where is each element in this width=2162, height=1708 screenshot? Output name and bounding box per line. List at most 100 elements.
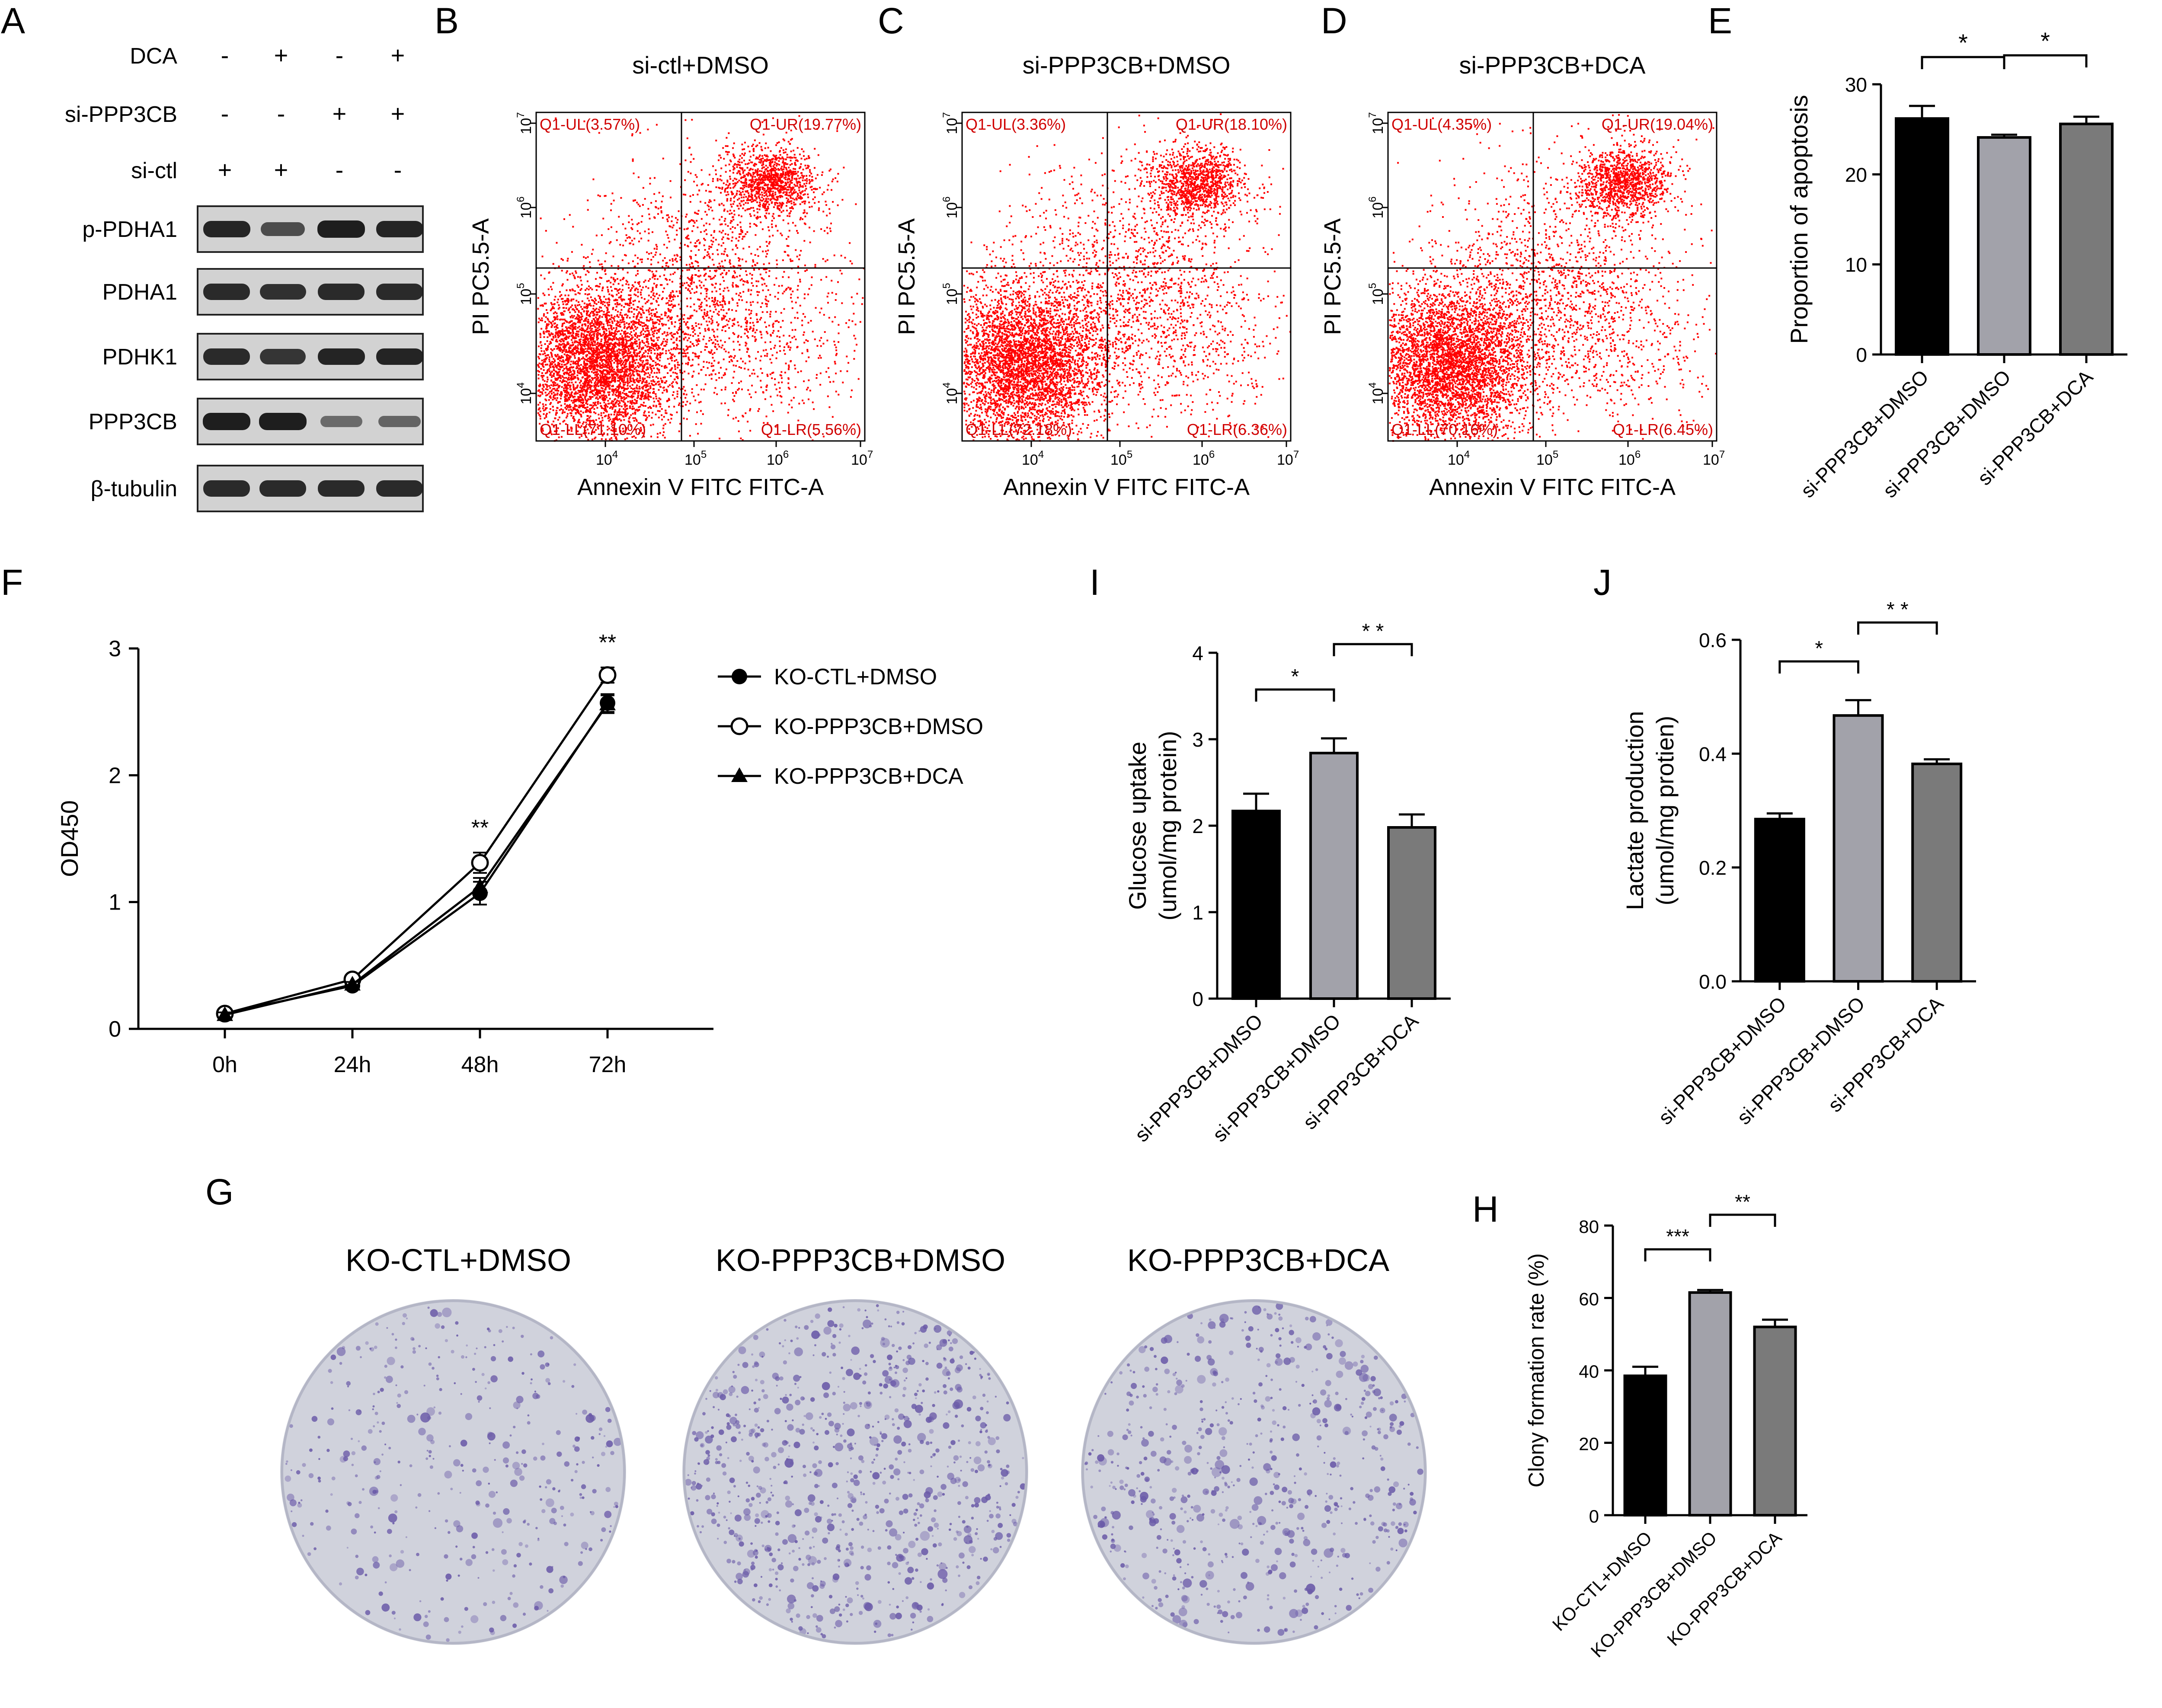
colony	[816, 1625, 818, 1628]
colony	[605, 1446, 608, 1448]
colony	[1163, 1408, 1167, 1411]
colony	[1326, 1353, 1333, 1360]
colony	[889, 1492, 891, 1495]
colony	[893, 1468, 901, 1476]
colony	[1175, 1371, 1177, 1374]
colony	[397, 1460, 400, 1464]
colony	[893, 1366, 896, 1369]
colony	[1122, 1434, 1128, 1440]
colony	[1380, 1466, 1385, 1471]
colony	[1389, 1414, 1397, 1422]
colony	[811, 1330, 820, 1339]
colony	[1006, 1401, 1009, 1405]
colony	[816, 1615, 823, 1622]
colony	[502, 1531, 504, 1533]
colony	[487, 1381, 490, 1384]
colony	[777, 1463, 780, 1465]
condition-sign: -	[326, 43, 352, 67]
colony	[974, 1357, 976, 1360]
bar-3	[1753, 1325, 1797, 1516]
colony	[1219, 1427, 1227, 1436]
colony	[1282, 1406, 1287, 1411]
colony	[697, 1462, 700, 1465]
colony	[351, 1528, 357, 1535]
colony	[1277, 1424, 1279, 1427]
colony	[765, 1515, 768, 1518]
colony	[1327, 1333, 1330, 1336]
colony	[837, 1386, 840, 1388]
colony	[1397, 1528, 1404, 1534]
colony	[988, 1377, 991, 1380]
colony	[1146, 1510, 1155, 1519]
colony	[687, 1474, 689, 1476]
quadrant-ll-label: Q1-LL(71.10%)	[540, 421, 646, 438]
colony	[521, 1463, 523, 1465]
colony	[1344, 1361, 1353, 1370]
x-tick-label: 72h	[589, 1052, 627, 1077]
colony	[818, 1460, 822, 1464]
colony	[736, 1573, 743, 1580]
colony	[901, 1441, 906, 1446]
colony	[1203, 1418, 1206, 1421]
colony	[496, 1491, 498, 1494]
flow-dots	[537, 115, 865, 442]
colony	[1006, 1533, 1011, 1538]
colony	[995, 1532, 1003, 1540]
colony	[1011, 1519, 1017, 1524]
colony	[1172, 1488, 1177, 1493]
colony	[1126, 1408, 1129, 1412]
colony	[1274, 1360, 1278, 1364]
colony	[942, 1339, 947, 1344]
colony	[971, 1504, 975, 1507]
colony	[795, 1325, 798, 1328]
colony	[920, 1531, 930, 1541]
quadrant-ur-label: Q1-UR(19.77%)	[750, 115, 861, 133]
colony	[1185, 1379, 1187, 1382]
colony	[854, 1443, 856, 1445]
colony	[1350, 1487, 1353, 1491]
colony	[968, 1585, 973, 1590]
colony	[415, 1506, 418, 1509]
y-tick-label: 1	[1192, 901, 1203, 924]
colony	[882, 1343, 885, 1346]
colony	[1340, 1351, 1346, 1357]
colony	[396, 1559, 405, 1568]
colony	[1282, 1487, 1288, 1493]
colony	[1167, 1390, 1171, 1393]
colony	[859, 1521, 864, 1526]
bar-1	[1231, 810, 1281, 1000]
colony	[1351, 1577, 1354, 1580]
colony	[858, 1611, 863, 1615]
colony	[893, 1435, 902, 1444]
colony	[1275, 1522, 1279, 1525]
colony	[811, 1594, 814, 1598]
colony	[1404, 1400, 1406, 1403]
colony	[903, 1386, 907, 1391]
colony	[955, 1414, 958, 1418]
colony	[1187, 1520, 1189, 1523]
colony	[1388, 1492, 1392, 1496]
colony	[1225, 1555, 1228, 1558]
colony	[775, 1376, 780, 1381]
colony	[1254, 1496, 1263, 1505]
colony	[946, 1371, 951, 1376]
colony	[1330, 1511, 1333, 1514]
colony	[936, 1564, 939, 1567]
colony	[1309, 1316, 1316, 1323]
colony	[948, 1446, 952, 1449]
colony	[610, 1525, 612, 1527]
colony	[705, 1398, 707, 1400]
colony	[1209, 1423, 1214, 1427]
colony	[839, 1613, 842, 1617]
colony	[733, 1375, 737, 1379]
colony	[861, 1459, 865, 1463]
colony	[426, 1449, 429, 1452]
panel-label-f: F	[1, 564, 23, 600]
colony	[1324, 1400, 1332, 1408]
colony	[913, 1479, 915, 1481]
colony	[722, 1471, 727, 1476]
colony	[1325, 1500, 1327, 1503]
colony	[855, 1581, 859, 1585]
colony	[811, 1562, 815, 1566]
